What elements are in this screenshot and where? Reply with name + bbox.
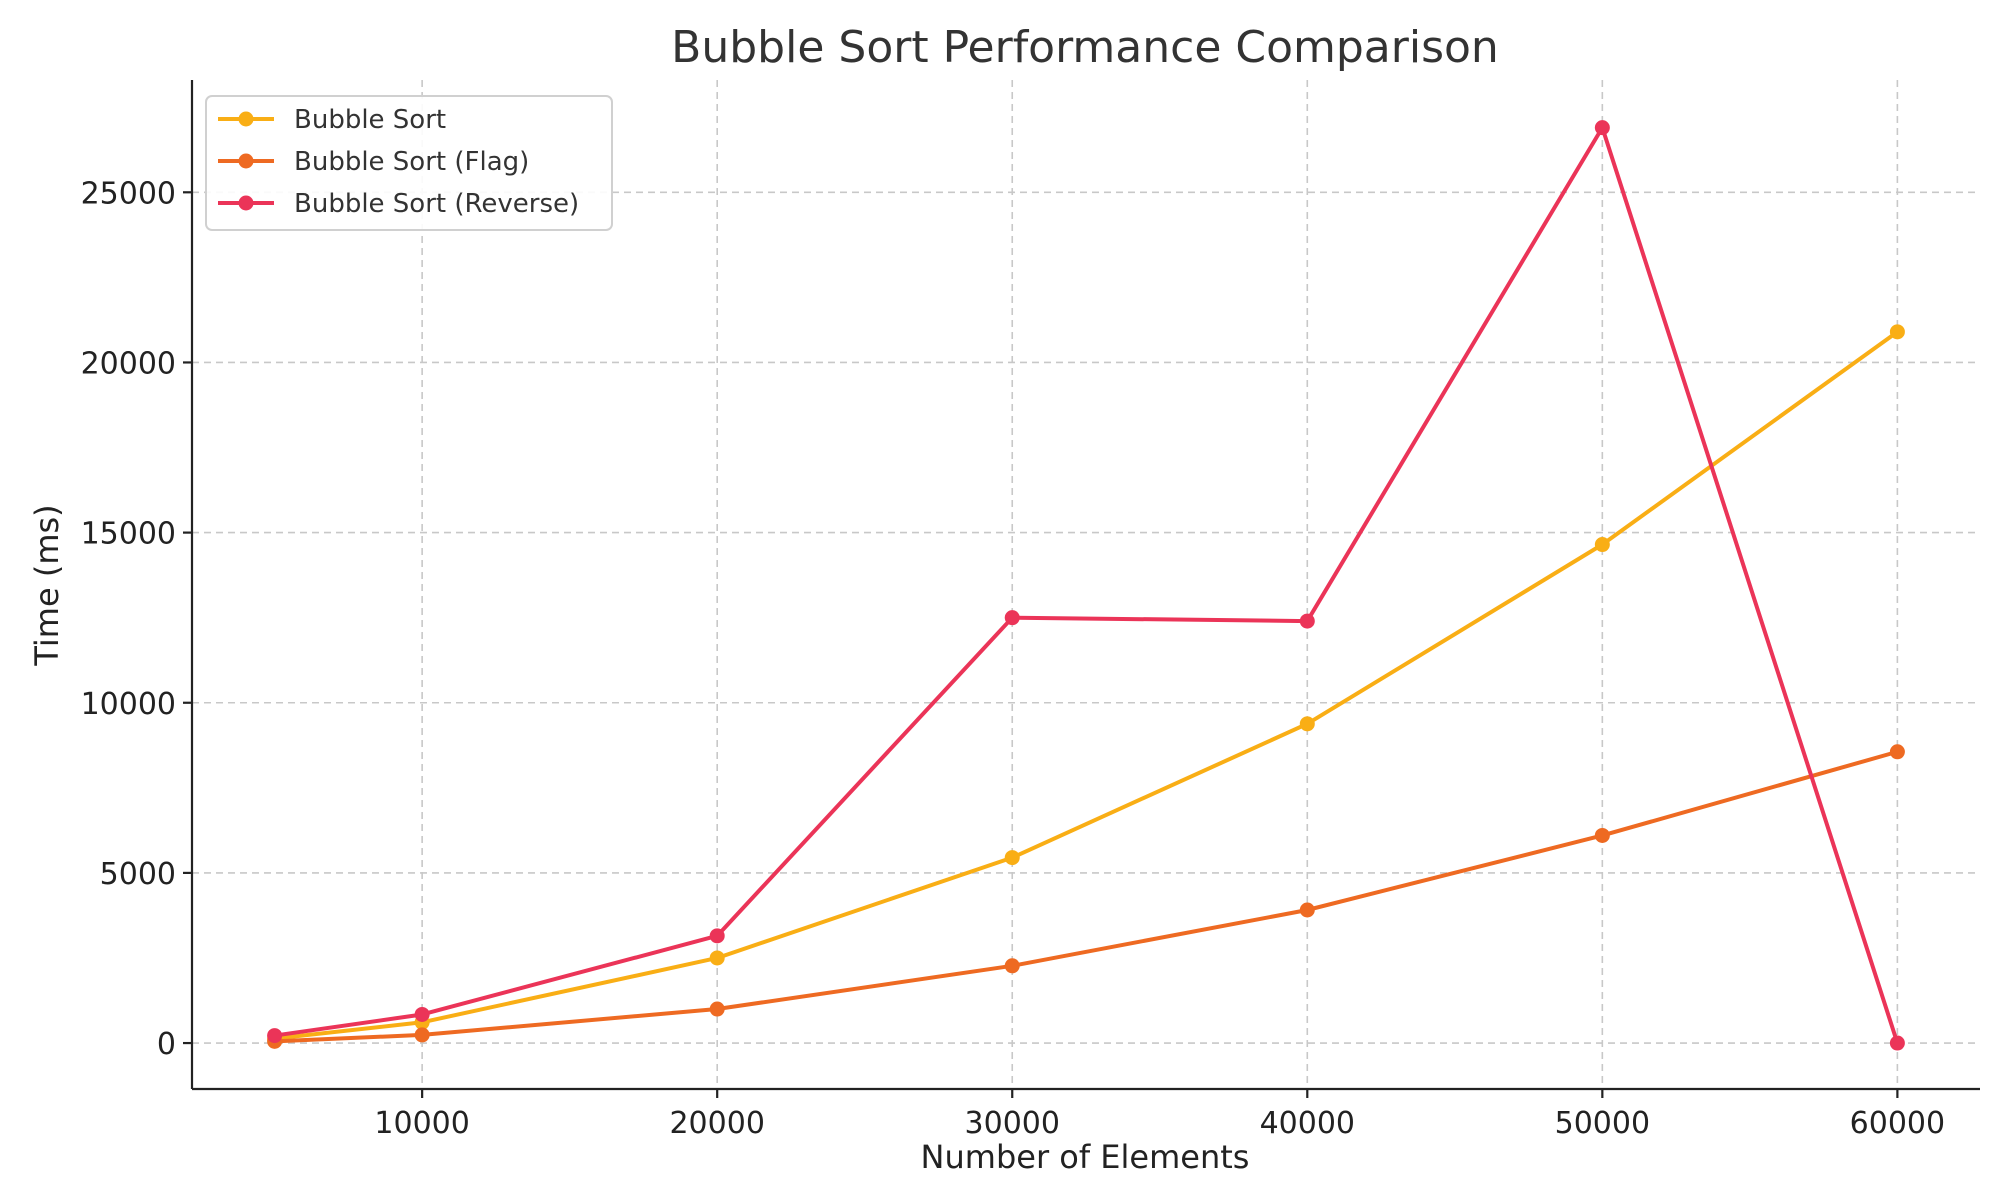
data-point-1-3: [1004, 958, 1020, 974]
legend-item-1: Bubble Sort (Flag): [218, 147, 529, 177]
data-point-1-4: [1299, 902, 1315, 918]
series-0: [267, 324, 1905, 1047]
x-tick-label-5: 60000: [1850, 1106, 1945, 1141]
x-tick-label-0: 10000: [374, 1106, 469, 1141]
legend-frame: [205, 95, 613, 231]
x-tick-label-4: 50000: [1555, 1106, 1650, 1141]
series-line-0: [272, 329, 1900, 1041]
y-tick-label-2: 10000: [81, 687, 176, 722]
y-tick-label-4: 20000: [81, 346, 176, 381]
legend-item-2: Bubble Sort (Reverse): [218, 189, 579, 219]
data-point-2-1: [414, 1006, 430, 1022]
data-point-0-5: [1594, 537, 1610, 553]
grid: [192, 80, 1980, 1089]
data-point-0-4: [1299, 716, 1315, 732]
legend: Bubble Sort Bubble Sort (Flag) Bubble Sort…: [205, 95, 613, 231]
legend-swatch-marker-0: [238, 111, 254, 127]
data-point-2-2: [709, 928, 725, 944]
data-point-0-3: [1004, 850, 1020, 866]
legend-swatch-marker-2: [238, 195, 254, 211]
x-axis-label: Number of Elements: [921, 1138, 1250, 1176]
data-point-2-6: [1889, 1035, 1905, 1051]
data-point-2-4: [1299, 613, 1315, 629]
x-tick-label-3: 40000: [1260, 1106, 1355, 1141]
x-tick-label-2: 30000: [965, 1106, 1060, 1141]
data-point-2-0: [267, 1028, 283, 1044]
axes: 10000 20000 30000 40000 50000 60000 0 5000 10000…: [81, 80, 1980, 1141]
y-tick-label-1: 5000: [100, 857, 176, 892]
y-tick-label-5: 25000: [81, 176, 176, 211]
legend-item-0: Bubble Sort: [218, 105, 446, 135]
y-axis-label: Time (ms): [28, 504, 66, 666]
data-point-2-3: [1004, 610, 1020, 626]
y-tick-label-0: 0: [157, 1027, 176, 1062]
data-point-1-5: [1594, 827, 1610, 843]
legend-swatch-marker-1: [238, 153, 254, 169]
data-point-1-2: [709, 1001, 725, 1017]
data-point-0-6: [1889, 324, 1905, 340]
legend-label-0: Bubble Sort: [294, 105, 446, 135]
legend-label-1: Bubble Sort (Flag): [294, 147, 529, 177]
data-point-1-1: [414, 1027, 430, 1043]
series-line-2: [272, 125, 1900, 1046]
series-2: [267, 120, 1905, 1051]
data-point-2-5: [1594, 120, 1610, 136]
legend-label-2: Bubble Sort (Reverse): [294, 189, 579, 219]
data-point-1-6: [1889, 744, 1905, 760]
data-point-0-2: [709, 950, 725, 966]
series-line-1: [272, 749, 1900, 1044]
y-tick-label-3: 15000: [81, 517, 176, 552]
series-layer: [267, 120, 1905, 1051]
x-tick-label-1: 20000: [669, 1106, 764, 1141]
chart-title: Bubble Sort Performance Comparison: [671, 22, 1499, 73]
